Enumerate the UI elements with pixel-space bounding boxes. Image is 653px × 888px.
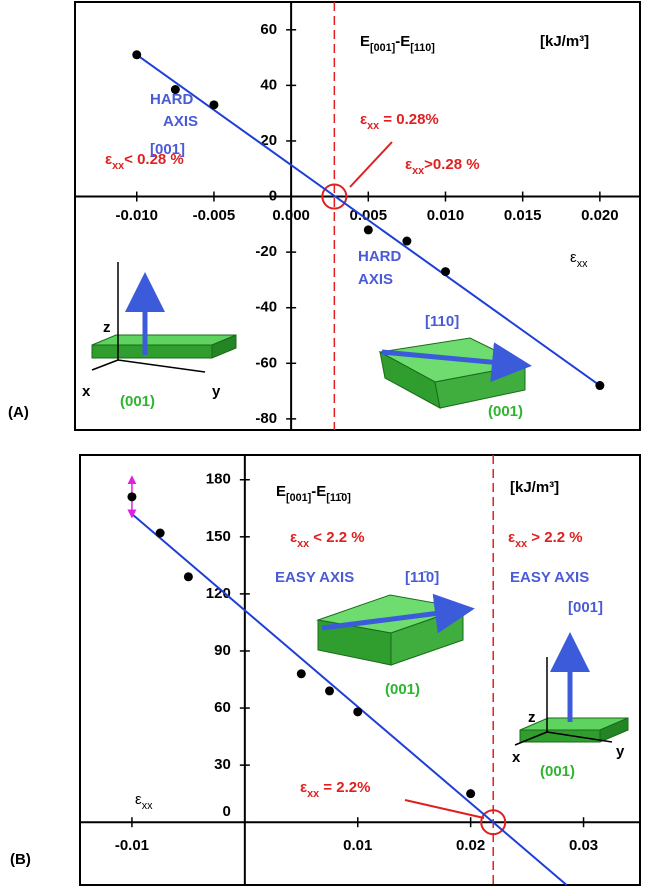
annotation: (001) — [120, 393, 155, 410]
x-tick-label: 0.010 — [427, 207, 465, 224]
callout-line — [405, 800, 484, 818]
y-tick-label: 60 — [260, 21, 277, 38]
x-tick-label: 0.020 — [581, 207, 619, 224]
annotation: EASY AXIS — [510, 569, 589, 586]
x-tick-label: 0.02 — [456, 837, 485, 854]
y-tick-label: 20 — [260, 132, 277, 149]
units-label: [kJ/m³] — [540, 33, 589, 50]
x-tick-label: 0.005 — [350, 207, 388, 224]
y-tick-label: 30 — [214, 756, 231, 773]
data-point — [441, 267, 450, 276]
inset-box — [515, 652, 628, 745]
chart-title: E[001]-E[11̄0] — [276, 483, 351, 504]
annotation: εxx = 0.28% — [360, 111, 439, 132]
y-tick-label: 90 — [214, 642, 231, 659]
data-point — [297, 669, 306, 678]
callout-line — [350, 142, 392, 187]
x-axis-label: εxx — [570, 249, 588, 270]
annotation: z — [103, 319, 111, 336]
y-tick-label: -40 — [255, 299, 277, 316]
annotation: [001] — [150, 141, 185, 158]
annotation: εxx = 2.2% — [300, 779, 370, 800]
panel-label: (B) — [10, 851, 31, 868]
data-point — [156, 529, 165, 538]
inset-box — [380, 338, 525, 408]
annotation: HARD — [150, 91, 193, 108]
annotation: AXIS — [358, 271, 393, 288]
annotation: x — [82, 383, 91, 400]
x-tick-label: 0.01 — [343, 837, 372, 854]
annotation: [110] — [425, 313, 459, 330]
annotation: AXIS — [163, 113, 198, 130]
annotation: εxx>0.28 % — [405, 156, 480, 177]
annotation: εxx > 2.2 % — [508, 529, 583, 550]
x-tick-label: 0.03 — [569, 837, 598, 854]
plot-frame — [80, 455, 640, 885]
data-point — [353, 707, 362, 716]
data-point — [184, 572, 193, 581]
annotation: (001) — [385, 681, 420, 698]
y-tick-label: 0 — [222, 803, 230, 820]
inset-box — [318, 595, 463, 665]
annotation: HARD — [358, 248, 401, 265]
data-point — [466, 789, 475, 798]
y-tick-label: -20 — [255, 243, 277, 260]
annotation: x — [512, 749, 521, 766]
x-tick-label: -0.005 — [193, 207, 236, 224]
annotation: [11̄0] — [405, 569, 439, 586]
y-tick-label: 0 — [269, 188, 277, 205]
y-tick-label: -80 — [255, 410, 277, 427]
units-label: [kJ/m³] — [510, 479, 559, 496]
y-tick-label: 40 — [260, 76, 277, 93]
inset-box — [92, 262, 236, 372]
x-tick-label: -0.01 — [115, 837, 149, 854]
figure: -0.010-0.0050.0000.0050.0100.0150.020604… — [0, 0, 653, 888]
y-tick-label: -60 — [255, 354, 277, 371]
annotation: z — [528, 709, 536, 726]
x-tick-label: 0.015 — [504, 207, 542, 224]
annotation: y — [616, 743, 625, 760]
chart-title: E[001]-E[110] — [360, 33, 435, 54]
annotation: εxx < 2.2 % — [290, 529, 365, 550]
data-point — [132, 50, 141, 59]
data-point — [209, 100, 218, 109]
y-tick-label: 60 — [214, 699, 231, 716]
annotation: (001) — [540, 763, 575, 780]
data-point — [595, 381, 604, 390]
y-tick-label: 180 — [206, 471, 231, 488]
data-point — [127, 492, 136, 501]
annotation: EASY AXIS — [275, 569, 354, 586]
annotation: (001) — [488, 403, 523, 420]
y-tick-label: 150 — [206, 528, 231, 545]
data-point — [364, 225, 373, 234]
panel-label: (A) — [8, 404, 29, 421]
x-tick-label: -0.010 — [115, 207, 158, 224]
annotation: [001] — [568, 599, 603, 616]
data-point — [325, 686, 334, 695]
data-point — [402, 237, 411, 246]
annotation: y — [212, 383, 221, 400]
x-tick-label: 0.000 — [272, 207, 310, 224]
x-axis-label: εxx — [135, 791, 153, 812]
